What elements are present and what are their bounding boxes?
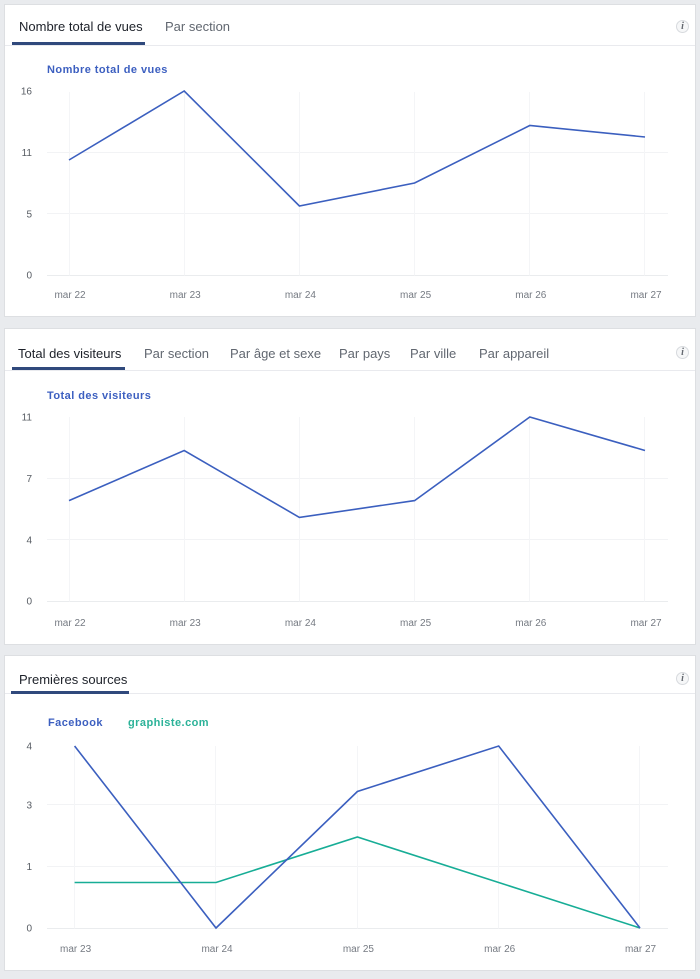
svg-text:mar 26: mar 26 — [515, 618, 547, 629]
svg-text:mar 23: mar 23 — [60, 944, 92, 955]
svg-text:0: 0 — [26, 271, 32, 282]
svg-text:mar 27: mar 27 — [630, 618, 662, 629]
svg-text:mar 25: mar 25 — [400, 618, 432, 629]
svg-text:11: 11 — [22, 148, 33, 159]
svg-text:mar 25: mar 25 — [343, 944, 375, 955]
svg-text:4: 4 — [26, 535, 32, 546]
svg-text:Facebook: Facebook — [48, 717, 103, 729]
svg-text:graphiste.com: graphiste.com — [128, 717, 209, 729]
svg-text:0: 0 — [26, 924, 32, 935]
svg-text:mar 22: mar 22 — [54, 618, 86, 629]
svg-text:mar 23: mar 23 — [170, 618, 202, 629]
svg-text:4: 4 — [26, 742, 32, 753]
svg-text:1: 1 — [26, 862, 32, 873]
svg-text:mar 24: mar 24 — [285, 290, 317, 301]
svg-text:Nombre total de vues: Nombre total de vues — [47, 64, 168, 76]
svg-text:5: 5 — [26, 209, 32, 220]
svg-text:mar 22: mar 22 — [54, 290, 86, 301]
svg-text:mar 27: mar 27 — [625, 944, 657, 955]
svg-text:11: 11 — [22, 413, 33, 424]
svg-text:mar 27: mar 27 — [630, 290, 662, 301]
svg-text:mar 26: mar 26 — [484, 944, 516, 955]
svg-text:mar 24: mar 24 — [285, 618, 317, 629]
svg-text:7: 7 — [26, 474, 32, 485]
svg-text:mar 24: mar 24 — [201, 944, 233, 955]
svg-text:Total des visiteurs: Total des visiteurs — [47, 390, 151, 402]
svg-text:mar 25: mar 25 — [400, 290, 432, 301]
svg-text:3: 3 — [26, 800, 32, 811]
svg-text:mar 26: mar 26 — [515, 290, 547, 301]
svg-text:16: 16 — [21, 87, 33, 98]
svg-text:mar 23: mar 23 — [170, 290, 202, 301]
svg-text:0: 0 — [26, 597, 32, 608]
